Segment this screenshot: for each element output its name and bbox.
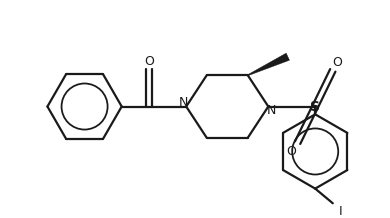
Text: O: O bbox=[286, 145, 296, 158]
Text: N: N bbox=[179, 96, 188, 109]
Text: I: I bbox=[339, 204, 342, 218]
Text: O: O bbox=[333, 56, 343, 69]
Text: S: S bbox=[310, 100, 320, 114]
Text: O: O bbox=[144, 55, 154, 68]
Text: N: N bbox=[266, 104, 276, 117]
Polygon shape bbox=[248, 53, 289, 76]
